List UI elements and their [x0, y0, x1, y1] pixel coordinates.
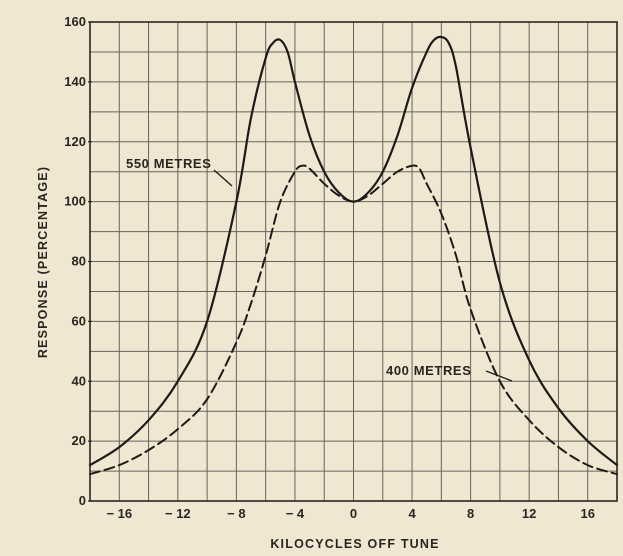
- x-tick-label: 16: [580, 506, 594, 521]
- series-400-metres-line: [89, 164, 618, 476]
- annotation-400-metres: 400 METRES: [386, 363, 471, 378]
- leader-line-400-metres: [485, 370, 513, 382]
- y-tick-label: 140: [64, 74, 86, 89]
- y-tick-label: 40: [72, 373, 86, 388]
- series: [88, 35, 619, 476]
- x-tick-label: − 12: [165, 506, 191, 521]
- x-tick-label: − 8: [227, 506, 245, 521]
- y-tick-label: 100: [64, 194, 86, 209]
- y-tick-label: 20: [72, 433, 86, 448]
- x-tick-label: − 4: [286, 506, 305, 521]
- leader-line-550-metres: [213, 169, 233, 187]
- tick-labels: 0 20 40 60 80 100 120 140 160 − 16 − 12 − 8 − 4 0 4 8 12…: [64, 14, 595, 521]
- y-tick-label: 0: [79, 493, 86, 508]
- x-axis-label: KILOCYCLES OFF TUNE: [270, 537, 439, 551]
- y-tick-label: 60: [72, 313, 86, 328]
- x-tick-label: − 16: [106, 506, 132, 521]
- grid: [89, 21, 618, 502]
- x-tick-label: 8: [467, 506, 474, 521]
- y-axis-label: RESPONSE (PERCENTAGE): [36, 166, 50, 358]
- y-tick-label: 80: [72, 254, 86, 269]
- y-tick-label: 160: [64, 14, 86, 29]
- annotations: 550 METRES 400 METRES: [126, 156, 513, 382]
- annotation-550-metres: 550 METRES: [126, 156, 211, 171]
- y-tick-label: 120: [64, 134, 86, 149]
- x-tick-label: 0: [350, 506, 357, 521]
- x-tick-label: 12: [522, 506, 536, 521]
- x-tick-label: 4: [408, 506, 416, 521]
